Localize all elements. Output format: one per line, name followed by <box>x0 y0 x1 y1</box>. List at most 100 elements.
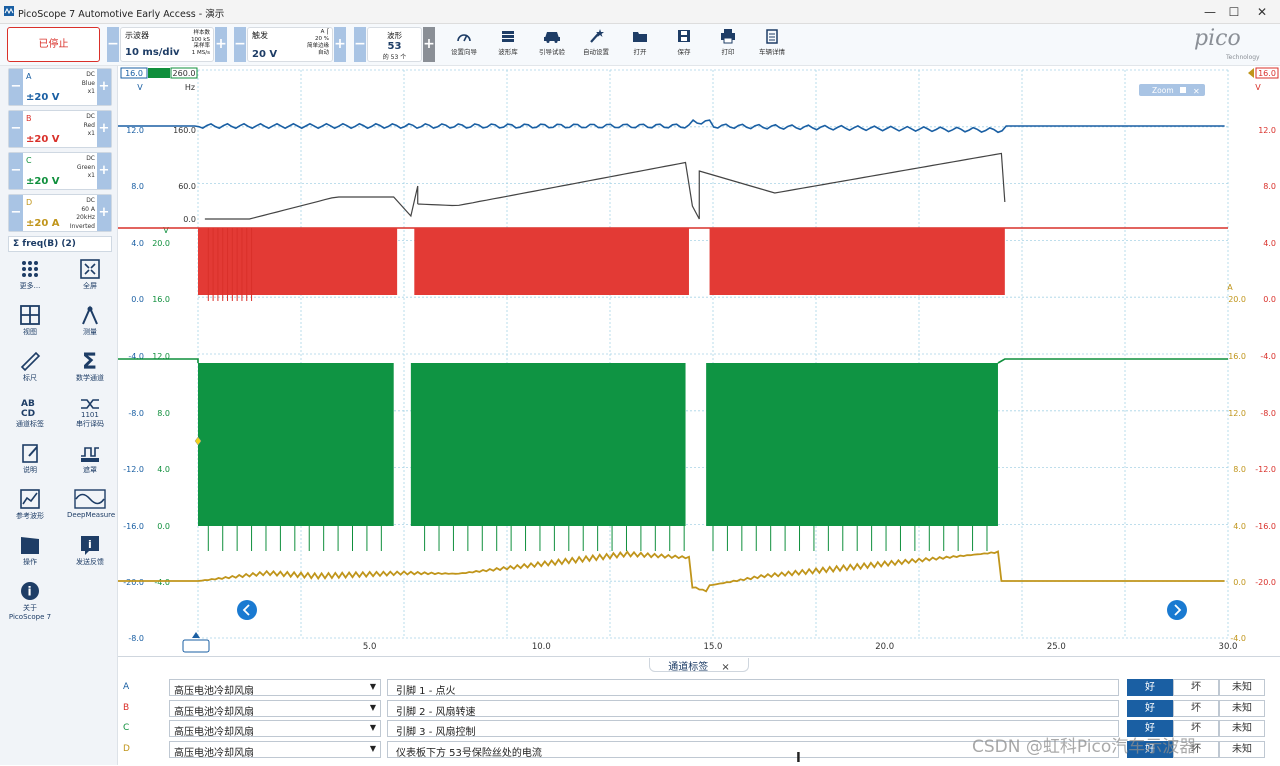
ch-d-scale-marker[interactable] <box>1248 68 1254 78</box>
timebase-value[interactable]: 10 ms/div <box>125 47 180 58</box>
wand-icon <box>590 29 604 43</box>
vehicle-details-tool[interactable]: 车辆详情 <box>751 28 793 56</box>
save-tool[interactable]: 保存 <box>663 28 705 56</box>
tool-actions[interactable]: 操作 <box>7 534 53 567</box>
tool-deepmeasure[interactable]: DeepMeasure <box>67 488 115 519</box>
tool-about[interactable]: i 关于 PicoScope 7 <box>7 580 53 621</box>
trigger-level[interactable]: 20 V <box>252 49 278 60</box>
good-button[interactable]: 好 <box>1127 679 1173 696</box>
tool-fullscreen[interactable]: 全屏 <box>67 258 113 291</box>
channel-range[interactable]: ±20 A <box>26 218 60 229</box>
ch-b-scale-tag[interactable] <box>1255 67 1279 79</box>
svg-text:i: i <box>28 585 32 599</box>
good-button[interactable]: 好 <box>1127 740 1173 758</box>
tool-channel-label[interactable]: AB CD 通道标签 <box>7 396 53 429</box>
axis-d-tick: -4.0 <box>1230 634 1246 643</box>
scope-view[interactable]: 16.0 260.0 V Hz 16.0 V 12.0 8.0 4.0 0.0 -4.0 -8.0 -1… <box>112 66 1280 656</box>
waveform-box[interactable]: 波形 53 的 53 个 <box>367 27 422 62</box>
channel-range[interactable]: ±20 V <box>26 92 60 103</box>
trigger-box[interactable]: 触发 20 V A ⌠ 20 % 简单边缘 自动 <box>247 27 333 62</box>
description-input[interactable]: 引脚 3 - 风扇控制 <box>387 720 1119 738</box>
tool-send-feedback[interactable]: i 发送反馈 <box>67 534 113 567</box>
bad-button[interactable]: 坏 <box>1173 720 1219 737</box>
auto-setup-tool[interactable]: 自动设置 <box>575 28 617 56</box>
maximize-button[interactable]: ☐ <box>1228 5 1240 19</box>
channel-a-plus[interactable]: + <box>97 69 111 105</box>
zoom-fit-icon[interactable] <box>1180 87 1186 93</box>
bad-button[interactable]: 坏 <box>1173 740 1219 758</box>
tool-more[interactable]: 更多... <box>7 258 53 291</box>
hz-scale-tag[interactable] <box>170 67 198 79</box>
axis-a-tick: 12.0 <box>126 126 144 135</box>
description-input[interactable]: 引脚 2 - 风扇转速 <box>387 699 1119 718</box>
channel-d-minus[interactable]: − <box>9 195 23 231</box>
scroll-left-button[interactable] <box>237 600 257 620</box>
channel-c-plus[interactable]: + <box>97 153 111 189</box>
wave-number[interactable]: 53 <box>387 41 402 52</box>
channel-b-plus[interactable]: + <box>97 111 111 147</box>
bad-button[interactable]: 坏 <box>1173 679 1219 696</box>
trigger-minus[interactable]: − <box>234 27 246 62</box>
component-dropdown[interactable]: 高压电池冷却风扇 ▼ <box>169 699 381 718</box>
fullscreen-icon <box>80 259 100 279</box>
tool-ruler[interactable]: 标尺 <box>7 350 53 383</box>
tool-measure[interactable]: 测量 <box>67 304 113 337</box>
close-window-button[interactable]: ✕ <box>1256 5 1268 19</box>
tool-reference-waveform[interactable]: 参考波形 <box>7 488 53 521</box>
good-button[interactable]: 好 <box>1127 699 1173 717</box>
channel-b-minus[interactable]: − <box>9 111 23 147</box>
wave-prev[interactable]: − <box>354 27 366 62</box>
zoom-widget[interactable] <box>1139 84 1205 96</box>
unknown-button[interactable]: 未知 <box>1219 740 1265 758</box>
good-button[interactable]: 好 <box>1127 720 1173 737</box>
stop-button[interactable]: 已停止 <box>7 27 100 62</box>
channel-b-box[interactable]: − B ±20 V DC Red x1 + <box>8 110 112 148</box>
tool-serial-decode[interactable]: 1101 串行译码 <box>67 396 113 429</box>
unknown-button[interactable]: 未知 <box>1219 720 1265 737</box>
ch-a-scale-tag[interactable] <box>120 67 148 79</box>
unknown-button[interactable]: 未知 <box>1219 679 1265 696</box>
channel-range[interactable]: ±20 V <box>26 176 60 187</box>
channel-d-plus[interactable]: + <box>97 195 111 231</box>
trigger-marker[interactable] <box>194 436 202 446</box>
component-dropdown[interactable]: 高压电池冷却风扇 ▼ <box>169 679 381 697</box>
description-input[interactable]: 引脚 1 - 点火 <box>387 679 1119 697</box>
tool-label: 打开 <box>633 48 647 56</box>
channel-c-box[interactable]: − C ±20 V DC Green x1 + <box>8 152 112 190</box>
channel-range[interactable]: ±20 V <box>26 134 60 145</box>
math-channel-freq[interactable]: Σ freq(B) (2) <box>8 236 112 252</box>
component-dropdown[interactable]: 高压电池冷却风扇 ▼ <box>169 720 381 738</box>
timebase-plus[interactable]: + <box>215 27 227 62</box>
open-tool[interactable]: 打开 <box>619 28 661 56</box>
timebase-minus[interactable]: − <box>107 27 119 62</box>
time-ruler-handle[interactable] <box>182 639 210 653</box>
channel-d-box[interactable]: − D ±20 A DC 60 A 20kHz Inverted + <box>8 194 112 232</box>
component-dropdown[interactable]: 高压电池冷却风扇 ▼ <box>169 740 381 759</box>
channel-a-minus[interactable]: − <box>9 69 23 105</box>
close-tab-icon[interactable]: × <box>721 662 730 673</box>
channel-labels-tab[interactable]: 通道标签 × <box>649 658 749 673</box>
scope-plot[interactable]: 16.0 260.0 V Hz 16.0 V 12.0 8.0 4.0 0.0 -4.0 -8.0 -1… <box>112 66 1280 656</box>
tool-mask[interactable]: 遮罩 <box>67 442 113 475</box>
channel-c-minus[interactable]: − <box>9 153 23 189</box>
timebase-box[interactable]: 示波器 10 ms/div 样本数 100 kS 采样率 1 MS/s <box>120 27 214 62</box>
waveform-library-tool[interactable]: 波形库 <box>487 28 529 56</box>
wave-next[interactable]: + <box>423 27 435 62</box>
tool-view[interactable]: 视图 <box>7 304 53 337</box>
channel-a-box[interactable]: − A ±20 V DC Blue x1 + <box>8 68 112 106</box>
tool-label: 参考波形 <box>16 512 44 520</box>
guided-test-tool[interactable]: 引导试验 <box>531 28 573 56</box>
bad-button[interactable]: 坏 <box>1173 699 1219 717</box>
tool-label: 波形库 <box>498 48 518 56</box>
axis-hz-tick: 160.0 <box>173 126 196 135</box>
print-tool[interactable]: 打印 <box>707 28 749 56</box>
setup-wizard-tool[interactable]: 设置向导 <box>443 28 485 56</box>
minimize-button[interactable]: — <box>1204 5 1216 19</box>
tool-notes[interactable]: 说明 <box>7 442 53 475</box>
unknown-button[interactable]: 未知 <box>1219 699 1265 717</box>
scroll-right-button[interactable] <box>1167 600 1187 620</box>
description-input[interactable]: 仪表板下方 53号保险丝处的电流 <box>387 740 1119 759</box>
ch-c-scale-marker[interactable] <box>148 68 170 78</box>
tool-math-channel[interactable]: Σ 数学通道 <box>67 350 113 383</box>
trigger-plus[interactable]: + <box>334 27 346 62</box>
